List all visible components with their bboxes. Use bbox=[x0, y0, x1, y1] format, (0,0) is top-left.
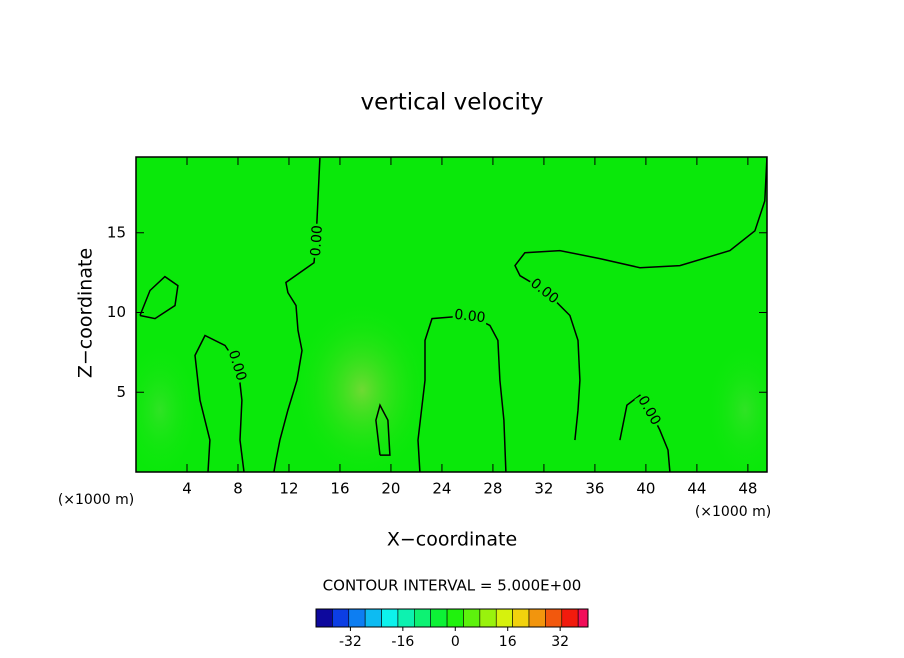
contour-label-bg bbox=[452, 305, 488, 326]
colorbar-frame bbox=[315, 608, 589, 628]
colorbar-cell bbox=[364, 608, 382, 628]
y-unit-label: (×1000 m) bbox=[58, 492, 134, 508]
contour-label: 0.00 bbox=[453, 307, 486, 327]
y-tick-label: 15 bbox=[107, 223, 126, 241]
colorbar-tick-label: -32 bbox=[339, 634, 362, 650]
colorbar-cell bbox=[561, 608, 579, 628]
contour-label: 0.00 bbox=[308, 225, 326, 257]
colorbar-cell bbox=[512, 608, 530, 628]
colorbar-cell bbox=[495, 608, 513, 628]
x-tick-label: 20 bbox=[381, 480, 400, 498]
colorbar-cell bbox=[348, 608, 366, 628]
contour-label-bg bbox=[306, 223, 326, 259]
colorbar-tick-label: 32 bbox=[551, 634, 569, 650]
x-tick-label: 12 bbox=[279, 480, 298, 498]
contour-line bbox=[375, 403, 391, 456]
chart-title: vertical velocity bbox=[361, 90, 544, 116]
x-unit-label: (×1000 m) bbox=[695, 504, 771, 520]
colorbar-cell bbox=[479, 608, 497, 628]
y-axis-label: Z−coordinate bbox=[75, 248, 97, 378]
colorbar-tick-label: 16 bbox=[499, 634, 517, 650]
x-tick-label: 40 bbox=[636, 480, 655, 498]
colorbar-cell bbox=[381, 608, 399, 628]
colorbar-cell bbox=[577, 608, 589, 628]
contour-line bbox=[514, 157, 767, 441]
contour-line bbox=[194, 334, 245, 472]
colorbar-cell bbox=[545, 608, 563, 628]
colorbar-cell bbox=[446, 608, 464, 628]
colorbar-cell bbox=[315, 608, 333, 628]
colorbar-label: CONTOUR INTERVAL = 5.000E+00 bbox=[323, 577, 582, 595]
plot-frame bbox=[135, 156, 768, 473]
x-tick-label: 44 bbox=[687, 480, 706, 498]
x-tick-label: 36 bbox=[585, 480, 604, 498]
x-tick-label: 28 bbox=[483, 480, 502, 498]
colorbar-cell bbox=[332, 608, 350, 628]
colorbar-cell bbox=[528, 608, 546, 628]
y-tick-label: 10 bbox=[107, 303, 126, 321]
colorbar-cell bbox=[430, 608, 448, 628]
contour-label-bg bbox=[526, 273, 564, 308]
x-tick-label: 16 bbox=[330, 480, 349, 498]
colorbar-cell bbox=[463, 608, 481, 628]
x-tick-label: 4 bbox=[182, 480, 192, 498]
contour-label-bg bbox=[634, 391, 666, 429]
colorbar-cell bbox=[414, 608, 431, 628]
x-tick-label: 32 bbox=[534, 480, 553, 498]
x-tick-label: 24 bbox=[432, 480, 451, 498]
contour-label-bg bbox=[225, 346, 251, 384]
field bbox=[136, 157, 767, 472]
contour-line bbox=[139, 275, 179, 320]
x-axis-label: X−coordinate bbox=[387, 529, 517, 551]
colorbar-tick-label: -16 bbox=[391, 634, 414, 650]
x-tick-label: 48 bbox=[738, 480, 757, 498]
x-tick-label: 8 bbox=[233, 480, 243, 498]
colorbar-tick-label: 0 bbox=[451, 634, 460, 650]
colorbar-cell bbox=[397, 608, 415, 628]
y-tick-label: 5 bbox=[116, 383, 126, 401]
